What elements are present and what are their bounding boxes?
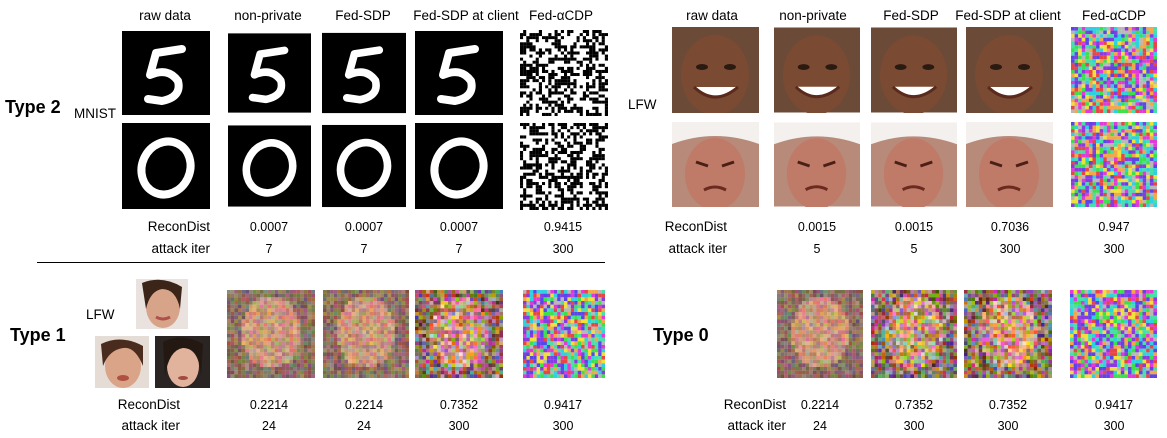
mnist-fedsdp-client-0-image — [415, 123, 503, 209]
recondist-value: 0.9417 — [543, 398, 583, 412]
section-divider — [37, 262, 605, 263]
lfw-fedsdp-face-image — [871, 27, 957, 113]
attack-iter-value: 7 — [360, 242, 368, 256]
mnist-fedsdp-5-image — [322, 31, 406, 115]
type-2-label: Type 2 — [5, 97, 61, 117]
attack-iter-value: 300 — [552, 242, 574, 256]
type0-fedacdp-recon-image — [1070, 290, 1157, 378]
type1-fedsdp-recon-image — [323, 290, 409, 378]
lfw-fedsdp-client-face2-image — [966, 122, 1053, 207]
type0-fedsdp-recon-image — [871, 290, 957, 378]
lfw-nonprivate-face2-image — [774, 122, 860, 207]
col-header-raw-data: raw data — [139, 8, 191, 23]
recondist-value: 0.7352 — [988, 398, 1028, 412]
mnist-fedacdp-noise-image — [520, 123, 608, 210]
recondist-row-label: ReconDist — [147, 219, 210, 234]
attack-iter-value: 24 — [813, 419, 827, 433]
recondist-value: 0.7352 — [439, 398, 479, 412]
attack-iter-row-label: attack iter — [121, 418, 180, 433]
recondist-value: 0.2214 — [249, 398, 289, 412]
attack-iter-value: 300 — [997, 419, 1019, 433]
lfw-type1-raw-face-image — [136, 279, 188, 329]
recondist-value: 0.7352 — [894, 398, 934, 412]
col-header-fed-sdp: Fed-SDP — [335, 8, 391, 23]
dataset-mnist-label: MNIST — [74, 106, 116, 121]
attack-iter-value: 7 — [265, 242, 273, 256]
type0-fedsdp-client-recon-image — [964, 290, 1052, 378]
mnist-nonprivate-5-image — [228, 31, 311, 115]
col-header-fed-acdp: Fed-αCDP — [528, 8, 594, 23]
type0-nonprivate-recon-image — [777, 290, 863, 378]
lfw-nonprivate-face-image — [774, 27, 860, 113]
lfw-fedacdp-noise-image — [1071, 27, 1157, 113]
attack-iter-row-label: attack iter — [727, 418, 786, 433]
attack-iter-value: 300 — [1103, 242, 1125, 256]
recondist-value: 0.9417 — [1094, 398, 1134, 412]
mnist-fedsdp-client-5-image — [415, 31, 503, 115]
col-header-fed-sdp-client: Fed-SDP at client — [955, 8, 1061, 23]
recondist-value: 0.2214 — [344, 398, 384, 412]
col-header-non-private: non-private — [779, 8, 847, 23]
attack-iter-value: 300 — [552, 419, 574, 433]
type1-fedacdp-recon-image — [523, 290, 605, 378]
dataset-lfw-label: LFW — [628, 97, 657, 112]
col-header-fed-sdp: Fed-SDP — [883, 8, 939, 23]
lfw-raw-face2-image — [672, 122, 759, 207]
recondist-value: 0.0015 — [894, 220, 934, 234]
col-header-raw-data: raw data — [686, 8, 738, 23]
attack-iter-value: 5 — [813, 242, 821, 256]
recondist-value: 0.0007 — [249, 220, 289, 234]
attack-iter-row-label: attack iter — [151, 241, 210, 256]
col-header-non-private: non-private — [234, 8, 302, 23]
recondist-value: 0.9415 — [543, 220, 583, 234]
recondist-value: 0.7036 — [990, 220, 1030, 234]
recondist-value: 0.0007 — [344, 220, 384, 234]
lfw-type1-raw-face2-image — [95, 336, 149, 388]
dataset-lfw-label: LFW — [86, 307, 115, 322]
mnist-fedacdp-noise-image — [520, 30, 608, 116]
attack-iter-value: 300 — [448, 419, 470, 433]
recondist-row-label: ReconDist — [664, 219, 727, 234]
attack-iter-row-label: attack iter — [668, 241, 727, 256]
attack-iter-value: 300 — [903, 419, 925, 433]
attack-iter-value: 24 — [262, 419, 276, 433]
type1-nonprivate-recon-image — [227, 290, 315, 378]
attack-iter-value: 5 — [910, 242, 918, 256]
type1-fedsdp-client-recon-image — [415, 290, 503, 378]
recondist-value: 0.2214 — [800, 398, 840, 412]
recondist-value: 0.0007 — [439, 220, 479, 234]
attack-iter-value: 300 — [999, 242, 1021, 256]
recondist-value: 0.947 — [1098, 220, 1130, 234]
attack-iter-value: 24 — [357, 419, 371, 433]
lfw-fedsdp-client-face-image — [966, 27, 1053, 113]
mnist-raw-0-image — [122, 123, 210, 209]
recondist-value: 0.0015 — [797, 220, 837, 234]
mnist-nonprivate-0-image — [228, 123, 311, 209]
recondist-row-label: ReconDist — [723, 397, 786, 412]
recondist-row-label: ReconDist — [117, 397, 180, 412]
attack-iter-value: 7 — [455, 242, 463, 256]
attack-iter-value: 300 — [1103, 419, 1125, 433]
type-1-label: Type 1 — [10, 325, 66, 345]
mnist-fedsdp-0-image — [322, 123, 406, 209]
col-header-fed-sdp-client: Fed-SDP at client — [413, 8, 519, 23]
type-0-label: Type 0 — [653, 325, 709, 345]
col-header-fed-acdp: Fed-αCDP — [1081, 8, 1147, 23]
lfw-fedsdp-face2-image — [871, 122, 957, 207]
lfw-raw-face-image — [672, 27, 759, 113]
lfw-fedacdp-noise-image — [1071, 122, 1157, 207]
mnist-raw-5-image — [122, 31, 210, 115]
lfw-type1-raw-face3-image — [155, 336, 210, 388]
